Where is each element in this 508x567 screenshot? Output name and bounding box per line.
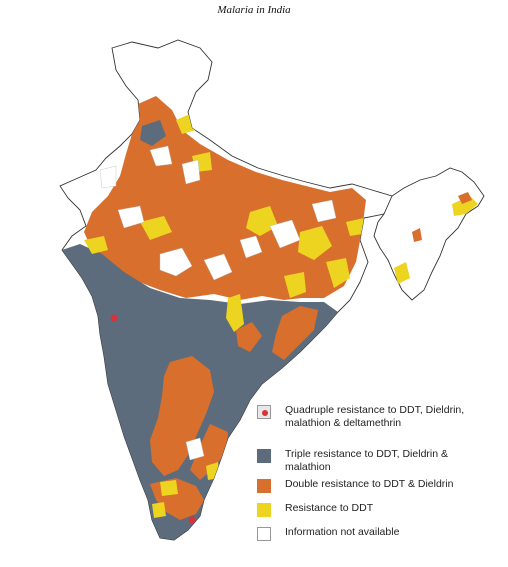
legend-label-na: Information not available — [285, 526, 400, 538]
region-na-5 — [269, 219, 301, 249]
region-double-south-1 — [150, 356, 214, 476]
region-na-4 — [239, 235, 263, 259]
region-ddt-7 — [326, 258, 350, 288]
region-triple-punjab — [140, 120, 166, 146]
region-double-south-2 — [190, 424, 228, 480]
region-double-east-coast — [272, 306, 318, 360]
quadruple-spot-west — [110, 314, 118, 322]
quadruple-spot-south — [188, 516, 196, 524]
region-ddt-6 — [298, 226, 332, 260]
legend-label-triple-1: Triple resistance to DDT, Dieldrin & — [285, 448, 448, 460]
legend-swatch-ddt — [257, 503, 271, 517]
region-ne-ddt-2 — [452, 196, 478, 216]
legend-item-double: Double resistance to DDT & Dieldrin — [257, 478, 453, 493]
legend-label-double: Double resistance to DDT & Dieldrin — [285, 478, 454, 490]
region-na-1 — [117, 205, 145, 229]
northeast-outline — [373, 167, 485, 301]
region-double-east-2 — [236, 322, 262, 352]
map-title: Malaria in India — [217, 4, 291, 16]
region-ddt-9 — [284, 272, 306, 298]
region-double-north — [84, 96, 366, 300]
region-ddt-11 — [160, 480, 178, 496]
region-na-7 — [181, 159, 201, 185]
region-na-10 — [99, 165, 117, 189]
region-na-2 — [159, 247, 193, 277]
region-ne-ddt-1 — [394, 262, 410, 284]
legend-dot-quadruple — [262, 410, 268, 416]
legend-item-na: Information not available — [257, 526, 399, 541]
legend-label-quadruple-1: Quadruple resistance to DDT, Dieldrin, — [285, 404, 465, 416]
legend-label-quadruple-2: malathion & deltamethrin — [285, 417, 402, 429]
region-na-8 — [149, 145, 173, 167]
region-ne-double-1 — [412, 228, 422, 242]
legend-item-ddt: Resistance to DDT — [257, 502, 373, 517]
legend-swatch-quadruple — [257, 405, 271, 419]
region-ddt-8 — [226, 294, 244, 332]
legend-label-triple-2: malathion — [285, 461, 331, 473]
legend-swatch-triple — [257, 449, 271, 463]
region-ddt-13 — [152, 502, 166, 518]
legend-swatch-double — [257, 479, 271, 493]
region-ddt-2 — [140, 216, 172, 240]
legend-item-quadruple: Quadruple resistance to DDT, Dieldrin, ma… — [257, 404, 464, 430]
region-ddt-10 — [346, 218, 364, 236]
region-na-3 — [203, 253, 233, 281]
legend-label-ddt: Resistance to DDT — [285, 502, 374, 514]
legend-item-triple: Triple resistance to DDT, Dieldrin & mala… — [257, 448, 448, 474]
region-na-6 — [311, 199, 337, 223]
legend-swatch-na — [257, 527, 271, 541]
region-na-9 — [185, 437, 205, 461]
region-ddt-5 — [246, 206, 278, 236]
region-ne-double-2 — [458, 192, 472, 204]
region-ddt-1 — [84, 236, 108, 254]
